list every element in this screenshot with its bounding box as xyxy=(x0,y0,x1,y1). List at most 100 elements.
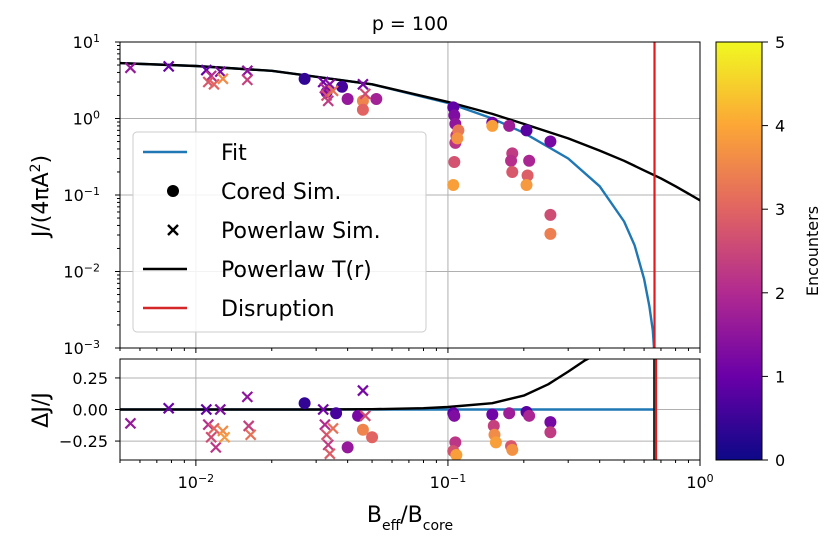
powerlaw-point xyxy=(357,384,369,397)
legend-handle-circle xyxy=(167,185,179,197)
y-tick-label: 10−3 xyxy=(63,338,100,359)
powerlaw-point xyxy=(359,88,372,100)
powerlaw-point xyxy=(324,78,336,91)
powerlaw-point xyxy=(202,418,215,431)
x-axis-label: Beff/Bcore xyxy=(367,503,453,534)
main-frame xyxy=(119,41,701,349)
cored-point xyxy=(523,154,536,167)
cored-point xyxy=(356,423,369,436)
y-tick-label: 10−2 xyxy=(63,261,100,282)
y-tick-label: −0.25 xyxy=(59,432,108,451)
colorbar-tick-label: 5 xyxy=(775,33,785,52)
chart-title: p = 100 xyxy=(372,13,448,35)
colorbar: 0 1 2 3 4 5 Encounters xyxy=(715,33,822,470)
powerlaw-point xyxy=(205,70,217,82)
powerlaw-point xyxy=(210,441,222,454)
colorbar-label: Encounters xyxy=(803,206,822,296)
series-line-powerlaw-t-r- xyxy=(120,359,591,411)
y-tick-label: 101 xyxy=(73,32,100,53)
powerlaw-point xyxy=(359,410,372,422)
cored-point xyxy=(506,443,519,456)
powerlaw-point xyxy=(208,78,220,91)
powerlaw-point xyxy=(124,417,137,430)
cored-point xyxy=(486,119,499,132)
y-tick-label: 10−1 xyxy=(63,185,100,206)
cored-point xyxy=(448,409,461,422)
colorbar-tick-label: 0 xyxy=(775,451,785,470)
residual-panel: −0.25 0.00 0.25 ΔJ/J 10−2 10−1 100 Beff/Bcor… xyxy=(29,358,714,534)
powerlaw-point xyxy=(327,85,339,97)
y-tick-label: 0.00 xyxy=(72,401,108,420)
legend-label: Cored Sim. xyxy=(221,180,341,205)
cored-point xyxy=(489,436,502,449)
residual-y-label: ΔJ/J xyxy=(29,392,54,427)
legend-entry: Powerlaw T(r) xyxy=(143,258,372,283)
powerlaw-point xyxy=(241,74,254,86)
cored-point xyxy=(544,416,557,429)
colorbar-tick-label: 2 xyxy=(775,284,785,303)
powerlaw-point xyxy=(319,418,331,431)
cored-point xyxy=(341,441,354,454)
cored-point xyxy=(298,72,311,85)
cored-point xyxy=(450,448,463,460)
powerlaw-point xyxy=(162,60,175,73)
legend: Fit Cored Sim. Powerlaw Sim. Powerlaw T(r) D… xyxy=(132,131,427,333)
colorbar-tick-label: 3 xyxy=(775,200,785,219)
cored-point xyxy=(366,431,379,444)
powerlaw-point xyxy=(242,420,255,432)
powerlaw-point xyxy=(317,403,329,416)
cored-point xyxy=(506,165,519,178)
cored-point xyxy=(521,169,534,182)
powerlaw-point xyxy=(241,391,254,403)
colorbar-tick-label: 1 xyxy=(775,367,785,386)
legend-entry: Powerlaw Sim. xyxy=(167,219,381,244)
cored-point xyxy=(356,103,369,116)
powerlaw-point xyxy=(205,431,217,444)
legend-entry: Cored Sim. xyxy=(167,180,341,205)
x-tick-labels: 10−2 10−1 100 xyxy=(178,472,714,493)
residual-lines xyxy=(120,359,655,411)
powerlaw-point xyxy=(327,422,339,435)
cored-point xyxy=(523,409,536,422)
cored-point xyxy=(341,92,354,105)
cored-point xyxy=(370,92,383,105)
cored-point xyxy=(505,154,518,167)
powerlaw-point xyxy=(241,65,254,77)
powerlaw-point xyxy=(162,402,175,415)
cored-point xyxy=(451,132,464,145)
cored-point xyxy=(486,408,499,421)
legend-handle-cross xyxy=(167,224,179,236)
cored-point xyxy=(544,426,557,439)
main-y-label: J/(4πA2) xyxy=(28,155,54,239)
cored-point xyxy=(448,156,461,169)
powerlaw-point xyxy=(322,95,334,107)
colorbar-gradient xyxy=(715,41,763,461)
cored-point xyxy=(330,407,343,420)
main-points xyxy=(124,60,557,240)
legend-entry: Fit xyxy=(143,141,247,166)
powerlaw-point xyxy=(357,78,369,91)
cored-point xyxy=(544,135,557,148)
residual-y-tick-labels: −0.25 0.00 0.25 xyxy=(59,369,108,451)
x-tick-label: 10−1 xyxy=(430,472,467,493)
powerlaw-point xyxy=(214,65,227,78)
powerlaw-point xyxy=(208,422,220,435)
cored-point xyxy=(520,179,533,192)
y-tick-label: 0.25 xyxy=(72,369,108,388)
colorbar-tick-label: 4 xyxy=(775,117,785,136)
cored-point xyxy=(544,208,557,221)
legend-entry: Disruption xyxy=(143,297,335,322)
cored-point xyxy=(520,124,533,137)
powerlaw-point xyxy=(322,439,334,451)
residual-ticks xyxy=(115,377,701,466)
cored-point xyxy=(298,397,311,410)
residual-frame xyxy=(119,358,701,461)
powerlaw-point xyxy=(124,62,137,74)
cored-point xyxy=(336,80,349,93)
x-tick-label: 10−2 xyxy=(178,472,215,493)
legend-label: Disruption xyxy=(221,297,335,322)
cored-point xyxy=(487,419,500,432)
main-y-tick-labels: 10−3 10−2 10−1 100 101 xyxy=(63,32,100,359)
cored-point xyxy=(503,407,516,420)
